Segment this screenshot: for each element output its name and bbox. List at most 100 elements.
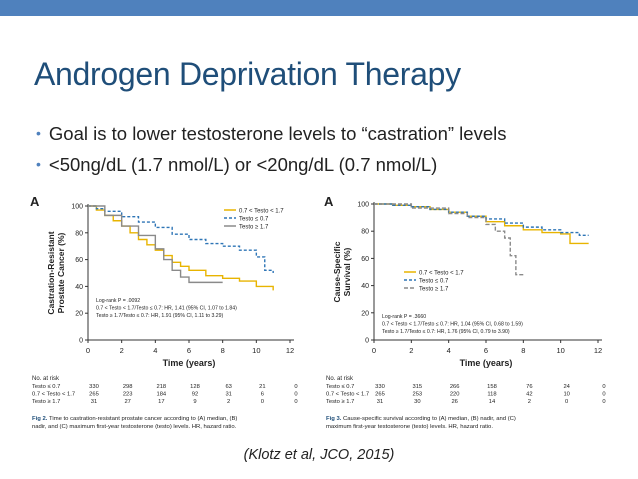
y-tick-label: 100	[357, 202, 369, 209]
risk-row-value: 220	[450, 392, 460, 398]
x-tick-label: 12	[594, 346, 602, 355]
figure-caption-label: Fig 2.	[32, 416, 49, 422]
y-tick-label: 100	[71, 204, 83, 211]
x-tick-label: 0	[372, 346, 376, 355]
figure-caption-line1: Fig 2. Time to castration-resistant pros…	[32, 416, 237, 422]
risk-row-value: 330	[89, 384, 99, 390]
chart-panel-left: A 0 20 40 60 80 100 0 2 4 6 8 10 12 Time (years) Castra…	[28, 192, 312, 438]
bullet-list: • Goal is to lower testosterone levels to…	[36, 118, 626, 180]
x-tick-label: 0	[86, 346, 90, 355]
risk-row-value: 266	[450, 384, 460, 390]
figure-caption-line2: maximum first-year testosterone (testo) …	[326, 424, 493, 430]
risk-row-value: 2	[528, 399, 531, 405]
stats-text: Testo ≥ 1.7/Testo ≤ 0.7: HR, 1.76 (95% C…	[382, 329, 510, 335]
risk-row-value: 76	[526, 384, 532, 390]
bullet-item: • <50ng/dL (1.7 nmol/L) or <20ng/dL (0.7 …	[36, 149, 626, 180]
risk-row-value: 42	[526, 392, 532, 398]
y-tick-label: 80	[75, 230, 83, 237]
x-tick-label: 2	[409, 346, 413, 355]
risk-row-value: 298	[123, 384, 133, 390]
risk-row-value: 26	[451, 399, 457, 405]
legend-label: Testo ≥ 1.7	[419, 287, 449, 293]
stats-text: Log-rank P = .3660	[382, 314, 426, 320]
citation: (Klotz et al, JCO, 2015)	[243, 447, 395, 463]
risk-row-value: 118	[487, 392, 496, 398]
x-tick-label: 4	[447, 346, 451, 355]
y-axis-label-line2: Prostate Cancer (%)	[56, 232, 66, 313]
risk-row-value: 24	[563, 384, 570, 390]
legend-label: Testo ≤ 0.7	[419, 279, 449, 285]
legend-label: Testo ≤ 0.7	[239, 217, 269, 223]
x-tick-label: 6	[484, 346, 488, 355]
risk-row-label: Testo ≥ 1.7	[326, 399, 354, 405]
risk-row-value: 315	[412, 384, 422, 390]
risk-row-value: 21	[259, 384, 265, 390]
risk-row-value: 27	[124, 399, 130, 405]
series-line-1	[374, 203, 589, 236]
risk-row-value: 0	[261, 399, 264, 405]
risk-row-value: 2	[227, 399, 230, 405]
x-tick-label: 10	[252, 346, 260, 355]
risk-row-value: 0	[294, 392, 297, 398]
y-axis-label-line2: Survival (%)	[342, 248, 352, 297]
risk-row-value: 92	[192, 392, 198, 398]
y-tick-label: 0	[365, 338, 369, 345]
series-line-2	[374, 203, 524, 276]
figure-caption-label: Fig 3.	[326, 416, 343, 422]
risk-row-value: 0	[294, 384, 297, 390]
risk-row-value: 31	[225, 392, 231, 398]
risk-row-value: 30	[414, 399, 420, 405]
y-tick-label: 0	[79, 338, 83, 345]
risk-row-value: 0	[602, 392, 605, 398]
bullet-dot-icon: •	[36, 156, 41, 172]
stats-text: Log-rank P = .0092	[96, 298, 140, 304]
x-axis-label: Time (years)	[460, 358, 513, 368]
figure-caption-line1: Fig 3. Cause-specific survival according…	[326, 416, 516, 422]
chart-panel-right: A 0 20 40 60 80 100 0 2 4 6 8 10 12 Time (years) Cause-…	[322, 192, 622, 438]
series-line-1	[88, 205, 274, 273]
bullet-text: <50ng/dL (1.7 nmol/L) or <20ng/dL (0.7 n…	[48, 154, 438, 175]
risk-row-label: 0.7 < Testo < 1.7	[326, 392, 369, 398]
y-axis-label-line1: Cause-Specific	[332, 241, 342, 302]
risk-table-header: No. at risk	[32, 376, 60, 382]
x-tick-label: 8	[521, 346, 525, 355]
y-axis-label-line1: Castration-Resistant	[46, 231, 56, 314]
bullet-text: Goal is to lower testosterone levels to …	[48, 123, 507, 144]
risk-row-value: 31	[377, 399, 383, 405]
risk-row-value: 158	[487, 384, 497, 390]
risk-table-header: No. at risk	[326, 376, 354, 382]
y-tick-label: 40	[361, 283, 369, 290]
figure-caption-text: Time to castration-resistant prostate ca…	[49, 416, 237, 422]
slide-title: Androgen Deprivation Therapy	[34, 56, 461, 92]
top-accent-bar	[0, 0, 638, 16]
stats-text: Testo ≥ 1.7/Testo ≤ 0.7: HR, 1.91 (95% C…	[96, 313, 224, 319]
risk-row-value: 0	[565, 399, 568, 405]
risk-row-value: 265	[89, 392, 99, 398]
x-tick-label: 8	[221, 346, 225, 355]
y-tick-label: 20	[75, 311, 83, 318]
risk-row-label: Testo ≤ 0.7	[32, 384, 60, 390]
risk-row-value: 265	[375, 392, 385, 398]
figure-caption-text: Cause-specific survival according to (A)…	[343, 416, 516, 422]
risk-row-value: 63	[225, 384, 231, 390]
y-tick-label: 60	[75, 257, 83, 264]
risk-row-value: 17	[158, 399, 164, 405]
legend-label: 0.7 < Testo < 1.7	[239, 209, 284, 215]
stats-text: 0.7 < Testo < 1.7/Testo ≤ 0.7: HR, 1.04 …	[382, 322, 523, 328]
risk-row-value: 330	[375, 384, 385, 390]
risk-row-value: 6	[261, 392, 264, 398]
risk-row-value: 128	[190, 384, 200, 390]
x-tick-label: 12	[286, 346, 294, 355]
x-tick-label: 2	[120, 346, 124, 355]
stats-text: 0.7 < Testo < 1.7/Testo ≤ 0.7: HR, 1.41 …	[96, 306, 237, 312]
risk-row-value: 223	[123, 392, 133, 398]
risk-row-value: 218	[156, 384, 166, 390]
y-tick-label: 40	[75, 284, 83, 291]
bullet-dot-icon: •	[36, 125, 41, 141]
figure-caption-line2: nadir, and (C) maximum first-year testos…	[32, 424, 237, 430]
risk-row-value: 14	[489, 399, 496, 405]
risk-row-value: 9	[193, 399, 196, 405]
risk-row-value: 10	[563, 392, 569, 398]
